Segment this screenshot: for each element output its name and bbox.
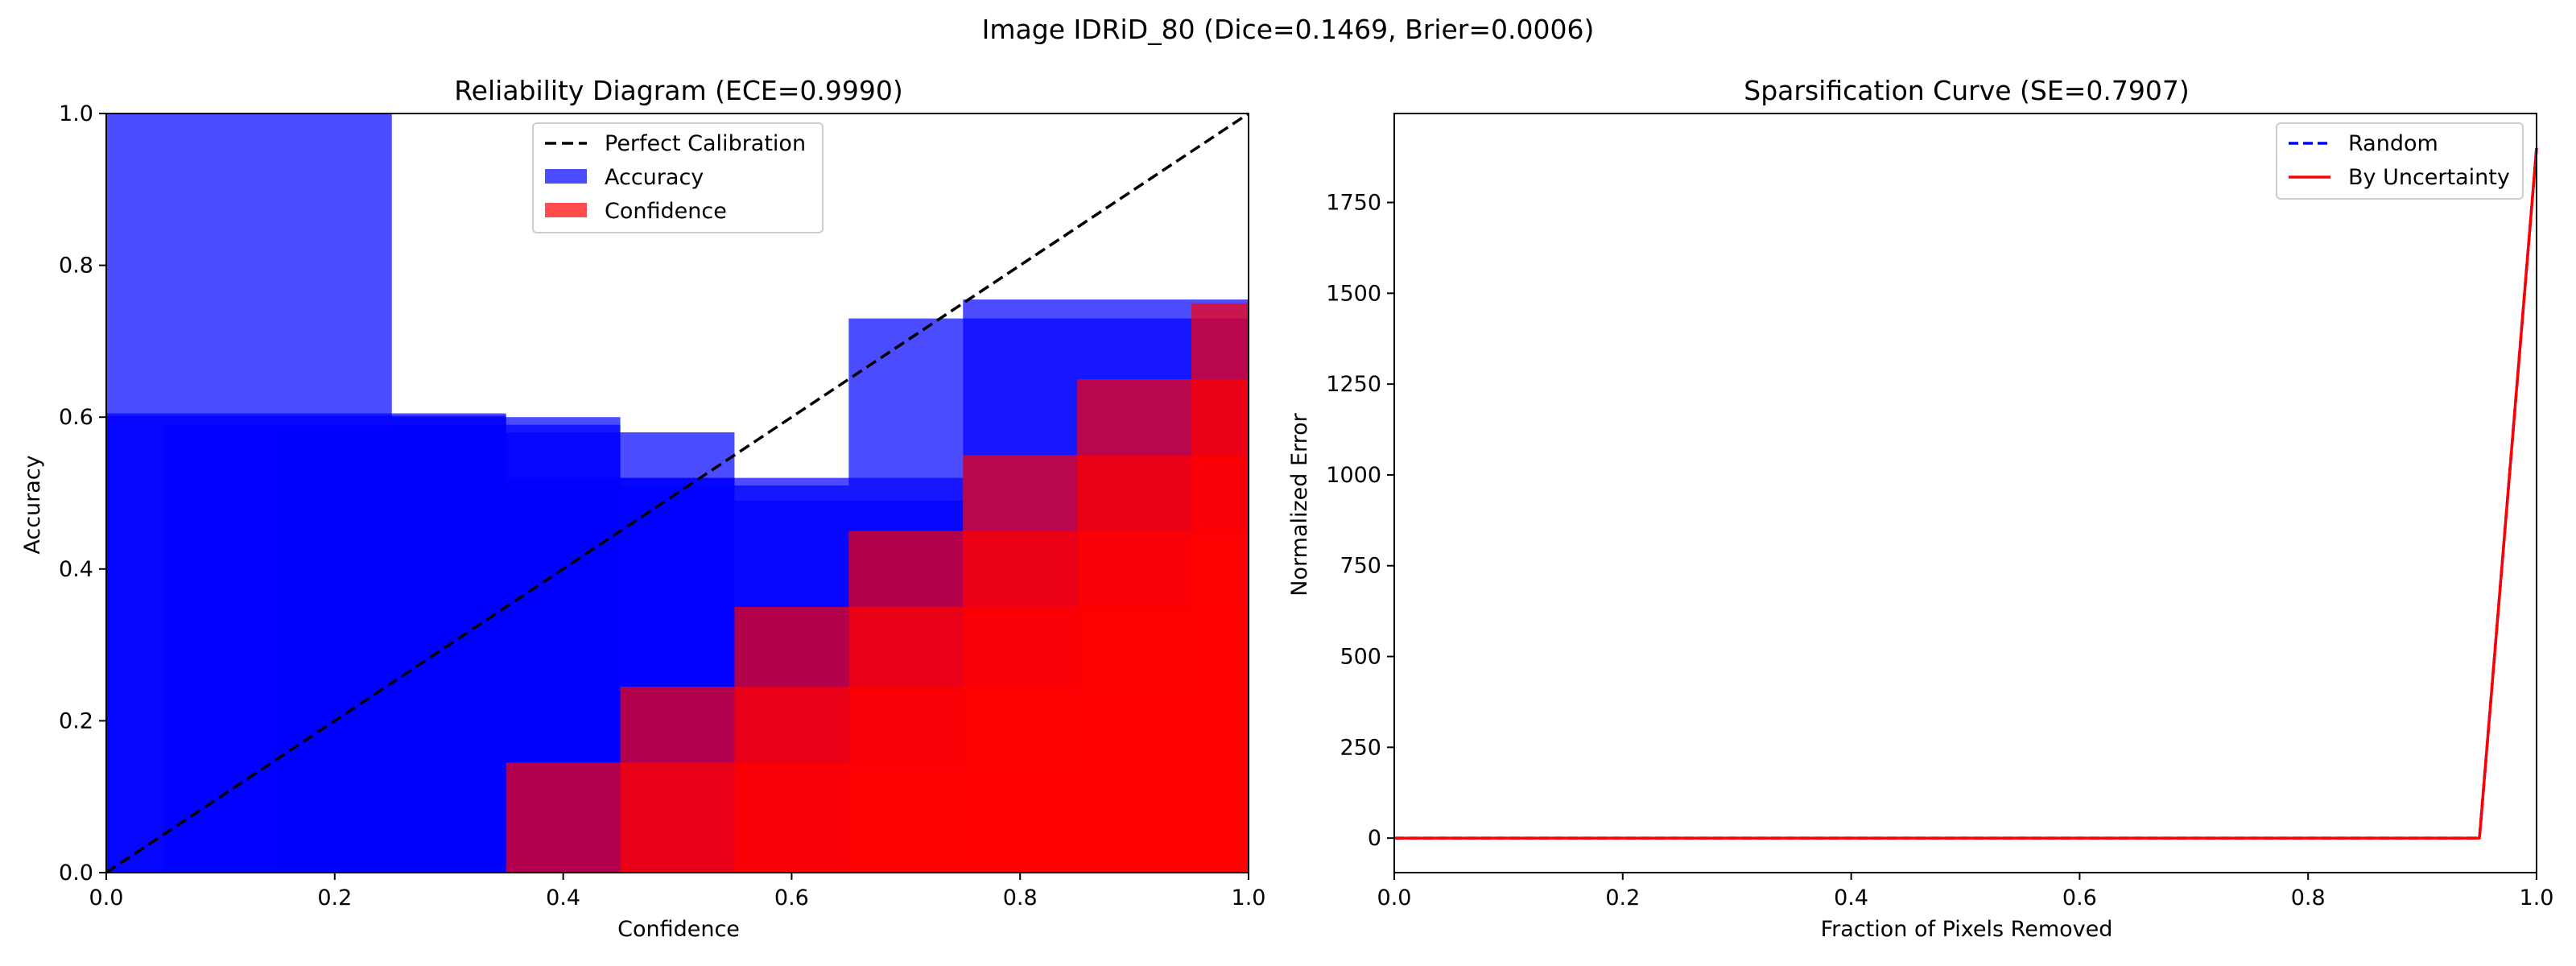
sparsification-x-tick-label-3: 0.6 — [2062, 886, 2097, 910]
sparsification-y-tick-label-7: 1750 — [1326, 191, 1381, 216]
legend-accuracy-label: Accuracy — [605, 165, 704, 190]
reliability-x-ticks: 0.0 0.2 0.4 0.6 0.8 1.0 — [89, 873, 1266, 910]
confidence-bar-9 — [848, 762, 964, 873]
sparsification-x-tick-label-1: 0.2 — [1605, 886, 1640, 910]
sparsification-y-tick-label-3: 750 — [1340, 554, 1381, 579]
reliability-y-ticks: 0.0 0.2 0.4 0.6 0.8 1.0 — [59, 101, 106, 886]
reliability-x-tick-label-5: 1.0 — [1232, 886, 1266, 910]
sparsification-curve-title: Sparsification Curve (SE=0.7907) — [1744, 75, 2189, 106]
reliability-x-tick-label-3: 0.6 — [774, 886, 809, 910]
reliability-x-tick-label-1: 0.2 — [317, 886, 352, 910]
sparsification-y-tick-label-5: 1250 — [1326, 372, 1381, 397]
sparsification-lines — [1394, 147, 2538, 840]
sparsification-x-tick-label-5: 1.0 — [2520, 886, 2554, 910]
reliability-y-tick-label-4: 0.8 — [59, 254, 93, 279]
legend-by-uncertainty-label: By Uncertainty — [2348, 165, 2510, 190]
sparsification-y-tick-label-1: 250 — [1340, 735, 1381, 760]
sparsification-x-tick-label-2: 0.4 — [1834, 886, 1868, 910]
sparsification-x-ticks: 0.0 0.2 0.4 0.6 0.8 1.0 — [1377, 873, 2554, 910]
sparsification-x-tick-label-0: 0.0 — [1377, 886, 1412, 910]
reliability-diagram-panel: Reliability Diagram (ECE=0.9990) 0.0 0.2 0… — [20, 75, 1265, 942]
reliability-y-axis-label: Accuracy — [20, 455, 45, 554]
confidence-bar-27 — [1191, 762, 1249, 873]
series-line-random — [1394, 147, 2538, 840]
confidence-bar-2 — [620, 762, 735, 873]
sparsification-x-tick-label-4: 0.8 — [2291, 886, 2326, 910]
reliability-y-tick-label-3: 0.6 — [59, 405, 93, 430]
confidence-bar-14 — [963, 762, 1078, 873]
confidence-bars — [506, 303, 1249, 873]
legend-accuracy-marker — [545, 169, 587, 184]
sparsification-legend-box — [2276, 122, 2524, 200]
legend-random-label: Random — [2348, 131, 2438, 156]
reliability-y-tick-label-0: 0.0 — [59, 861, 93, 886]
sparsification-y-tick-label-0: 0 — [1368, 826, 1381, 851]
sparsification-y-tick-label-4: 1000 — [1326, 463, 1381, 488]
sparsification-legend: Random By Uncertainty — [2276, 122, 2524, 200]
reliability-diagram-title: Reliability Diagram (ECE=0.9990) — [454, 75, 903, 106]
reliability-x-tick-label-4: 0.8 — [1003, 886, 1038, 910]
sparsification-axes-frame — [1393, 113, 2537, 873]
sparsification-y-tick-label-2: 500 — [1340, 645, 1381, 670]
confidence-bar-5 — [734, 762, 849, 873]
reliability-legend-box — [532, 122, 824, 233]
figure-suptitle: Image IDRiD_80 (Dice=0.1469, Brier=0.000… — [982, 14, 1595, 45]
sparsification-curve-panel: Sparsification Curve (SE=0.7907) 0.0 0.2 0… — [1287, 75, 2553, 942]
reliability-x-tick-label-2: 0.4 — [546, 886, 580, 910]
reliability-y-tick-label-5: 1.0 — [59, 101, 93, 126]
confidence-bar-20 — [1077, 762, 1192, 873]
reliability-x-axis-label: Confidence — [617, 917, 740, 942]
reliability-legend: Perfect Calibration Accuracy Confidence — [532, 122, 824, 233]
reliability-axes-frame — [105, 113, 1249, 873]
reliability-y-tick-label-1: 0.2 — [59, 708, 93, 733]
sparsification-y-axis-label: Normalized Error — [1287, 412, 1312, 596]
legend-confidence-label: Confidence — [605, 199, 727, 224]
legend-perfect-calibration-label: Perfect Calibration — [605, 131, 806, 156]
legend-confidence-marker — [545, 203, 587, 217]
series-line-by-uncertainty — [1394, 147, 2538, 840]
reliability-x-tick-label-0: 0.0 — [89, 886, 124, 910]
sparsification-y-tick-label-6: 1500 — [1326, 281, 1381, 306]
sparsification-y-ticks: 0 250 500 750 1000 1250 1500 1750 — [1326, 191, 1394, 851]
confidence-bar-0 — [506, 762, 621, 873]
reliability-y-tick-label-2: 0.4 — [59, 557, 93, 582]
perfect-calibration-line — [105, 112, 1249, 874]
sparsification-x-axis-label: Fraction of Pixels Removed — [1821, 917, 2113, 942]
